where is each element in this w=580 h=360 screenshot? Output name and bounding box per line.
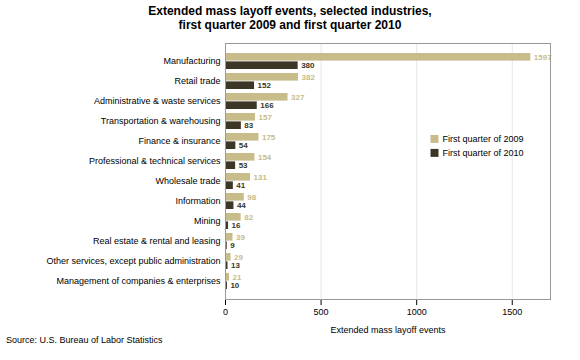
svg-text:9: 9 bbox=[230, 241, 235, 250]
svg-text:Wholesale trade: Wholesale trade bbox=[155, 176, 220, 186]
svg-text:First quarter of 2009: First quarter of 2009 bbox=[443, 134, 524, 144]
svg-text:1500: 1500 bbox=[502, 307, 522, 317]
svg-text:41: 41 bbox=[236, 181, 245, 190]
svg-text:Finance & insurance: Finance & insurance bbox=[138, 136, 220, 146]
svg-text:166: 166 bbox=[260, 101, 274, 110]
svg-text:500: 500 bbox=[314, 307, 329, 317]
svg-text:Information: Information bbox=[175, 196, 220, 206]
svg-text:152: 152 bbox=[258, 81, 272, 90]
svg-text:83: 83 bbox=[244, 121, 253, 130]
svg-text:Real estate & rental and leasi: Real estate & rental and leasing bbox=[93, 236, 221, 246]
svg-text:First quarter of 2010: First quarter of 2010 bbox=[443, 148, 524, 158]
svg-text:54: 54 bbox=[239, 141, 248, 150]
svg-text:53: 53 bbox=[239, 161, 248, 170]
svg-text:82: 82 bbox=[244, 213, 253, 222]
html-text:Source: U.S. Bureau of Labor S: Source: U.S. Bureau of Labor Statistics bbox=[6, 334, 163, 345]
svg-text:0: 0 bbox=[223, 307, 228, 317]
svg-text:Extended mass layoff events: Extended mass layoff events bbox=[331, 324, 446, 334]
svg-text:1597: 1597 bbox=[534, 53, 552, 62]
svg-text:Administrative & waste service: Administrative & waste services bbox=[94, 96, 221, 106]
svg-text:1000: 1000 bbox=[407, 307, 427, 317]
svg-text:Manufacturing: Manufacturing bbox=[163, 56, 220, 66]
svg-text:Retail trade: Retail trade bbox=[174, 76, 220, 86]
svg-text:154: 154 bbox=[258, 153, 272, 162]
svg-text:Management of companies & ente: Management of companies & enterprises bbox=[56, 276, 221, 286]
svg-text:Professional & technical servi: Professional & technical services bbox=[89, 156, 221, 166]
svg-text:16: 16 bbox=[232, 221, 241, 230]
svg-text:39: 39 bbox=[236, 233, 245, 242]
svg-text:157: 157 bbox=[259, 113, 273, 122]
svg-text:13: 13 bbox=[231, 261, 240, 270]
svg-text:Other services, except public: Other services, except public administra… bbox=[46, 256, 220, 266]
svg-text:44: 44 bbox=[237, 201, 246, 210]
svg-text:327: 327 bbox=[291, 93, 305, 102]
html-text:Extended mass layoff events, s: Extended mass layoff events, selected in… bbox=[148, 4, 432, 33]
svg-text:Mining: Mining bbox=[194, 216, 221, 226]
svg-text:21: 21 bbox=[232, 272, 242, 282]
svg-text:175: 175 bbox=[262, 133, 276, 142]
svg-text:29: 29 bbox=[234, 252, 243, 262]
svg-text:380: 380 bbox=[301, 61, 315, 70]
svg-text:98: 98 bbox=[247, 193, 256, 202]
svg-text:131: 131 bbox=[254, 173, 268, 182]
svg-text:382: 382 bbox=[302, 73, 316, 82]
svg-text:Transportation & warehousing: Transportation & warehousing bbox=[101, 116, 221, 126]
svg-text:10: 10 bbox=[230, 281, 239, 290]
